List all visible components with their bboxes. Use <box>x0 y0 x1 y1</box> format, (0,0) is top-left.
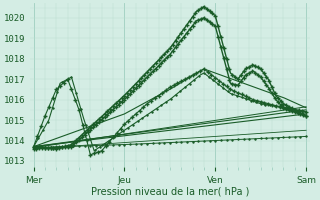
X-axis label: Pression niveau de la mer( hPa ): Pression niveau de la mer( hPa ) <box>91 187 249 197</box>
